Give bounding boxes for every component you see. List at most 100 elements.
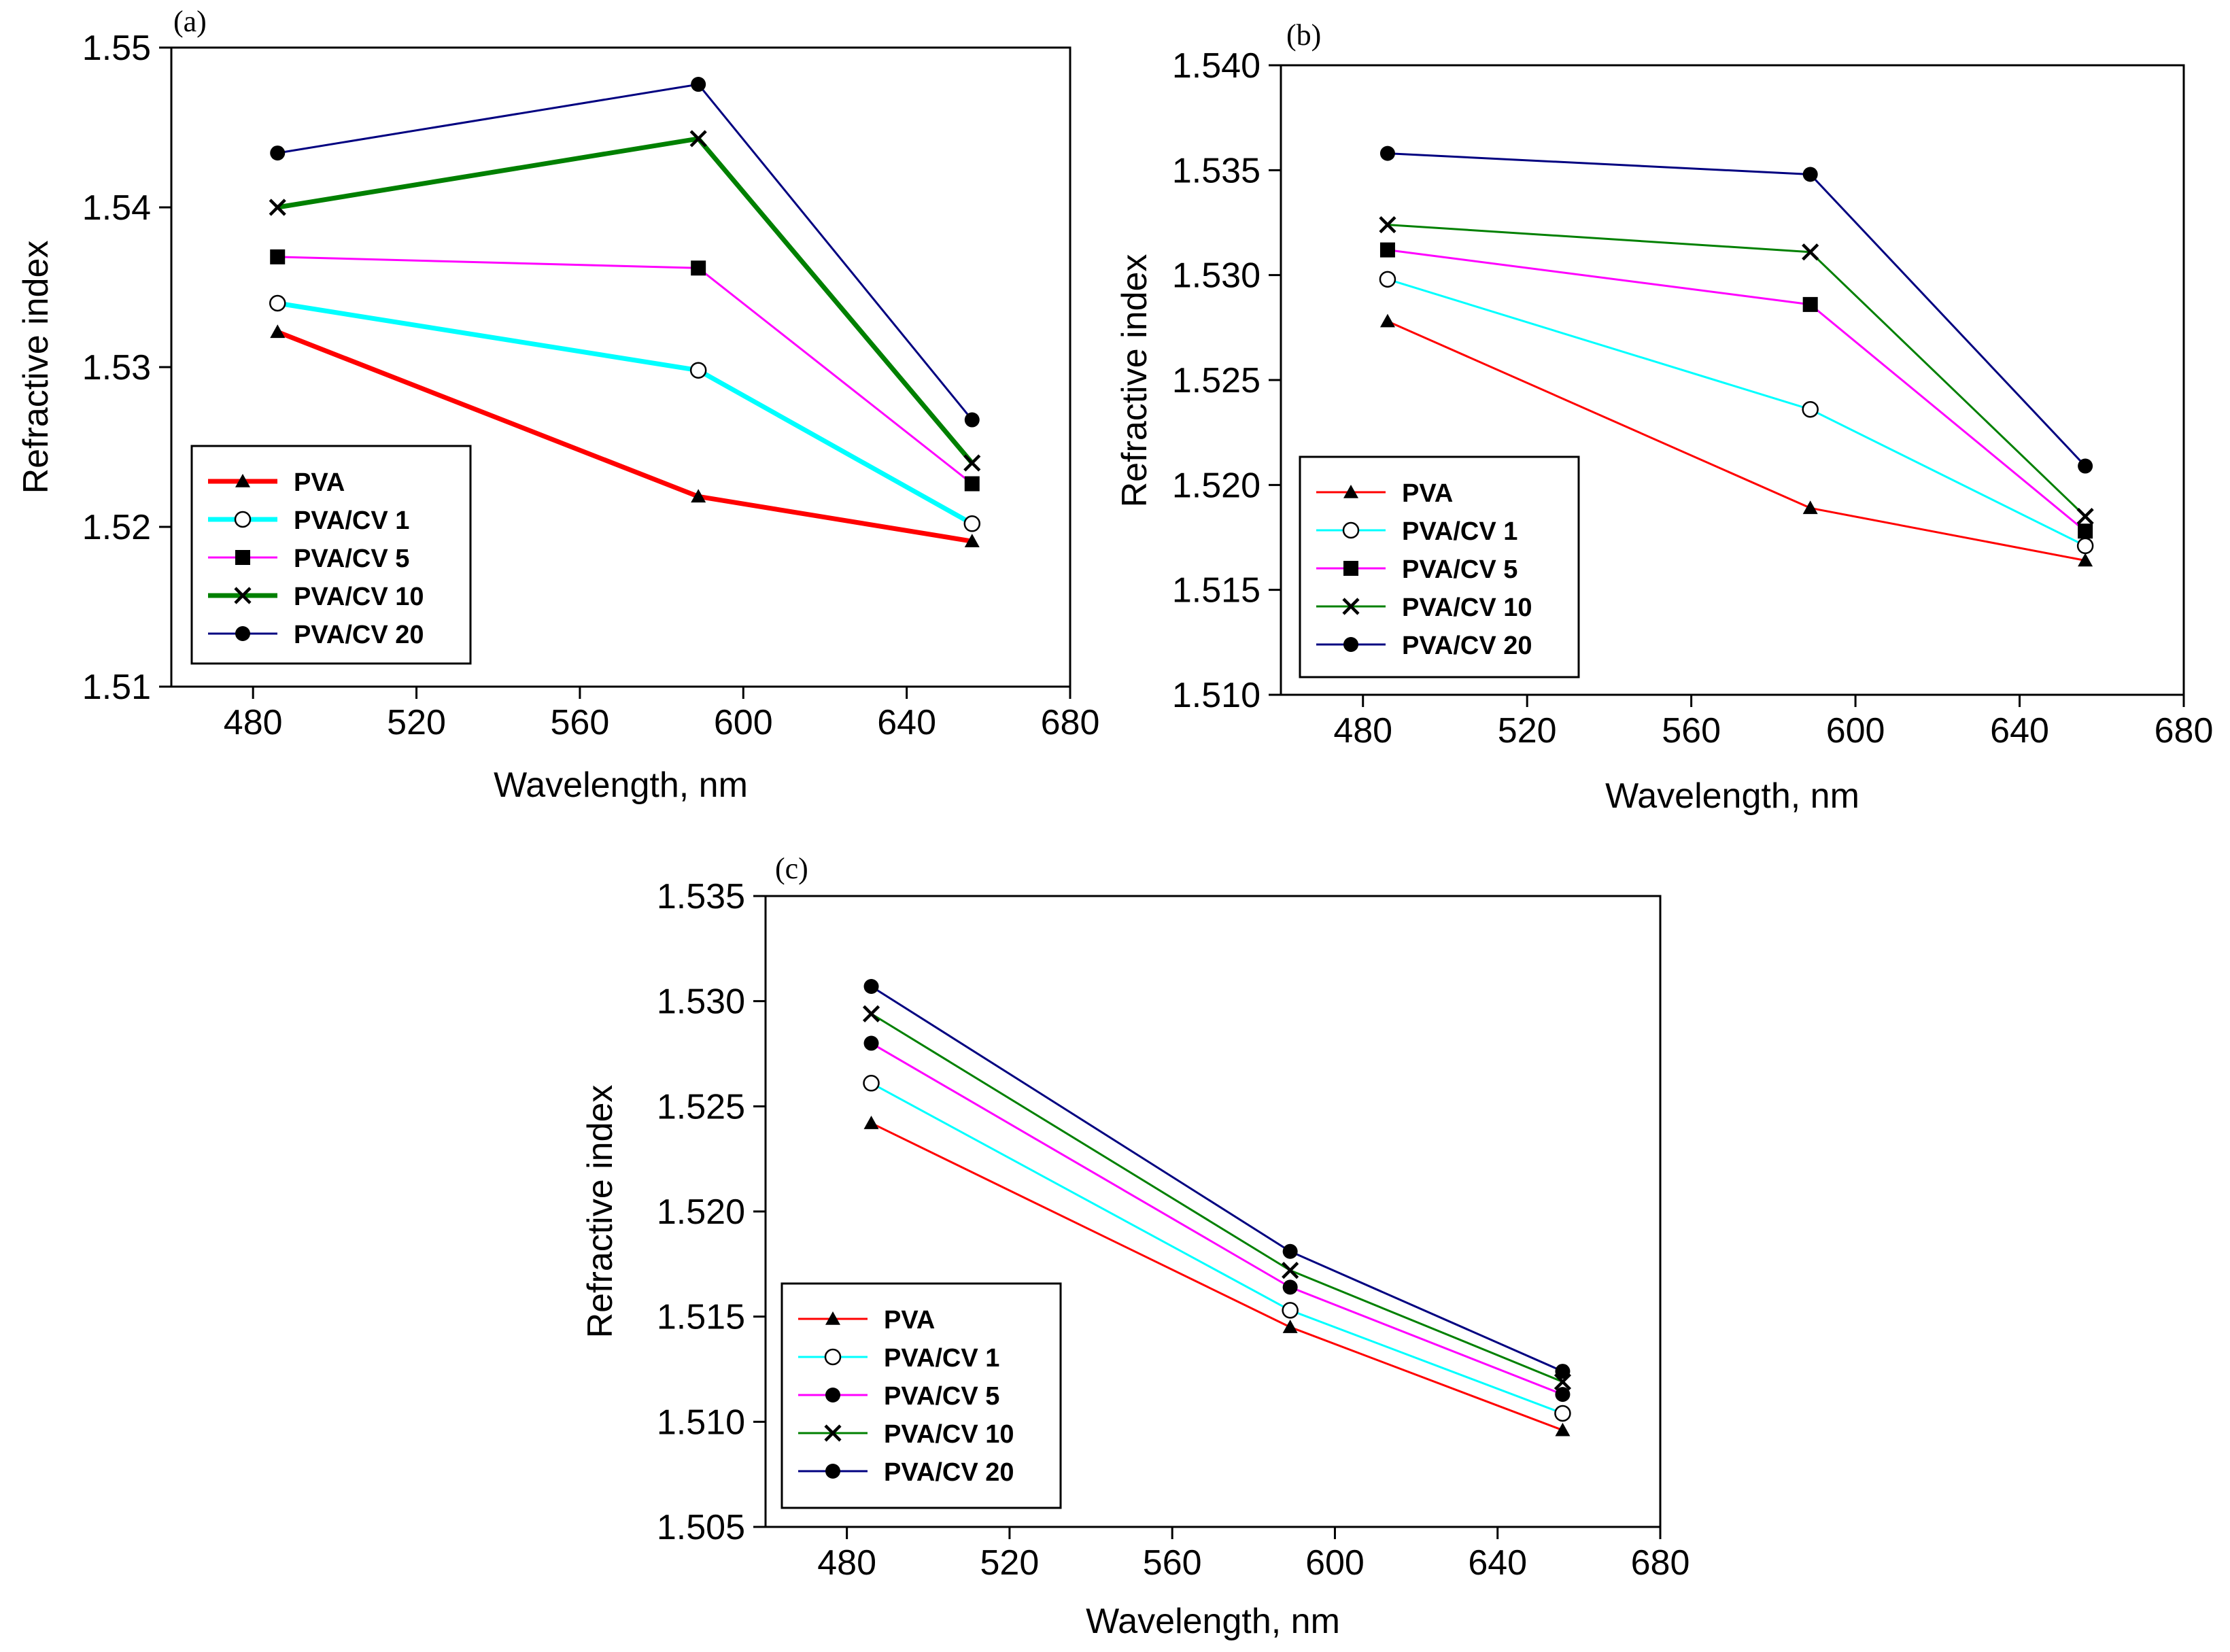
series-pva-cv-5 bbox=[1379, 242, 2093, 539]
series-layer bbox=[1379, 145, 2094, 567]
series-pva bbox=[270, 324, 980, 547]
y-tick-label: 1.52 bbox=[82, 508, 151, 547]
legend-label: PVA/CV 10 bbox=[884, 1420, 1014, 1449]
series-pva-cv-1 bbox=[1379, 271, 2094, 555]
data-point bbox=[1379, 216, 1396, 234]
legend-entry: PVA/CV 10 bbox=[208, 583, 424, 611]
data-point bbox=[1802, 296, 1818, 312]
legend-swatch-marker bbox=[824, 1348, 842, 1366]
y-tick-label: 1.530 bbox=[1172, 256, 1260, 296]
legend-entry: PVA bbox=[798, 1306, 935, 1335]
legend-swatch-marker bbox=[825, 1388, 840, 1403]
data-point bbox=[269, 294, 286, 312]
y-tick-label: 1.535 bbox=[657, 877, 745, 916]
legend-entry: PVA/CV 20 bbox=[798, 1458, 1014, 1487]
x-tick-label: 680 bbox=[1041, 703, 1100, 742]
y-tick-label: 1.525 bbox=[1172, 361, 1260, 400]
legend-label: PVA/CV 5 bbox=[1402, 555, 1517, 584]
series-pva-cv-1 bbox=[863, 1075, 1571, 1422]
legend-entry: PVA/CV 10 bbox=[1316, 593, 1532, 622]
panel-b: (b) 480 520 560 600 640 680 1.510 1.515 1.520 1.5… bbox=[1115, 18, 2213, 816]
legend-swatch-marker bbox=[1343, 561, 1358, 576]
data-point bbox=[270, 249, 286, 264]
series-pva-cv-20 bbox=[863, 979, 1571, 1379]
panel-a: (a) 480 520 560 600 640 680 1.51 1.52 1.53 1.54 1.… bbox=[16, 5, 1099, 805]
data-point bbox=[689, 130, 707, 148]
x-tick-label: 600 bbox=[1826, 711, 1885, 751]
x-tick-label: 520 bbox=[387, 703, 446, 742]
axis-ticks: 480 520 560 600 640 680 1.505 1.510 1.515 1.520 1.… bbox=[657, 877, 1690, 1583]
y-axis-title: Refractive index bbox=[581, 1085, 620, 1339]
data-point bbox=[691, 489, 706, 503]
series-pva-cv-1 bbox=[269, 294, 981, 532]
y-tick-label: 1.51 bbox=[82, 668, 151, 707]
legend-entry: PVA bbox=[208, 468, 345, 497]
legend-entry: PVA bbox=[1316, 479, 1453, 508]
legend-label: PVA/CV 20 bbox=[884, 1458, 1014, 1487]
legend-swatch-marker bbox=[235, 626, 250, 641]
data-point bbox=[862, 1005, 880, 1022]
data-point bbox=[1555, 1422, 1571, 1436]
legend-label: PVA/CV 20 bbox=[1402, 632, 1532, 660]
series-line bbox=[1387, 152, 2087, 467]
legend-label: PVA/CV 1 bbox=[884, 1344, 999, 1373]
data-point bbox=[270, 324, 286, 339]
x-tick-label: 680 bbox=[2155, 711, 2214, 751]
legend-label: PVA/CV 1 bbox=[294, 506, 409, 535]
legend-swatch-marker bbox=[235, 474, 250, 487]
x-tick-label: 600 bbox=[714, 703, 773, 742]
legend-entry: PVA/CV 1 bbox=[798, 1344, 999, 1373]
legend-entry: PVA/CV 20 bbox=[208, 621, 424, 649]
y-tick-label: 1.530 bbox=[657, 982, 745, 1022]
y-tick-label: 1.515 bbox=[657, 1298, 745, 1337]
y-tick-label: 1.55 bbox=[82, 29, 151, 68]
legend-entry: PVA/CV 5 bbox=[798, 1382, 999, 1411]
data-point bbox=[2078, 458, 2093, 474]
legend-entry: PVA/CV 5 bbox=[1316, 555, 1517, 584]
legend-swatch-marker bbox=[1342, 521, 1360, 539]
x-axis-title: Wavelength, nm bbox=[1086, 1602, 1340, 1641]
y-tick-label: 1.525 bbox=[657, 1087, 745, 1126]
legend-entry: PVA/CV 5 bbox=[208, 545, 409, 573]
legend-swatch-marker bbox=[825, 1311, 840, 1325]
data-point bbox=[863, 1035, 879, 1051]
data-point bbox=[1282, 1279, 1298, 1295]
y-tick-label: 1.510 bbox=[1172, 676, 1260, 715]
x-axis-title: Wavelength, nm bbox=[494, 765, 748, 805]
series-pva bbox=[1379, 313, 2093, 567]
data-point bbox=[1379, 271, 1396, 288]
data-point bbox=[863, 979, 879, 995]
y-tick-label: 1.54 bbox=[82, 188, 151, 228]
data-point bbox=[863, 1116, 879, 1129]
legend: PVA PVA/CV 1 PVA/CV 5 PVA/CV 10 PVA/CV 20 bbox=[190, 445, 472, 665]
y-tick-label: 1.515 bbox=[1172, 571, 1260, 610]
axis-ticks: 480 520 560 600 640 680 1.51 1.52 1.53 1.54 1.55 bbox=[82, 29, 1100, 742]
data-point bbox=[1802, 500, 1818, 515]
legend-entry: PVA/CV 10 bbox=[798, 1420, 1014, 1449]
y-tick-label: 1.520 bbox=[1172, 466, 1260, 505]
x-tick-label: 640 bbox=[1468, 1543, 1527, 1583]
data-point bbox=[1379, 313, 1395, 328]
data-point bbox=[270, 145, 286, 161]
legend-label: PVA/CV 5 bbox=[884, 1382, 999, 1411]
x-tick-label: 680 bbox=[1631, 1543, 1690, 1583]
series-layer bbox=[862, 979, 1572, 1436]
series-pva-cv-10 bbox=[269, 130, 981, 472]
data-point bbox=[1282, 1243, 1298, 1259]
data-point bbox=[691, 260, 706, 276]
legend-label: PVA bbox=[884, 1306, 935, 1335]
data-point bbox=[689, 362, 707, 379]
legend: PVA PVA/CV 1 PVA/CV 5 PVA/CV 10 PVA/CV 20 bbox=[1299, 455, 1580, 678]
panel-label: (a) bbox=[173, 5, 207, 38]
data-point bbox=[1282, 1262, 1299, 1279]
axis-ticks: 480 520 560 600 640 680 1.510 1.515 1.520 1.525 1.… bbox=[1172, 46, 2214, 751]
x-tick-label: 480 bbox=[224, 703, 283, 742]
legend-entries: PVA PVA/CV 1 PVA/CV 5 PVA/CV 10 PVA/CV 20 bbox=[208, 468, 424, 649]
legend-swatch-marker bbox=[824, 1424, 842, 1442]
series-pva bbox=[863, 1116, 1571, 1436]
legend-entry: PVA/CV 20 bbox=[1316, 632, 1532, 660]
y-tick-label: 1.520 bbox=[657, 1192, 745, 1232]
data-point bbox=[964, 412, 980, 428]
series-pva-cv-20 bbox=[1379, 145, 2093, 474]
